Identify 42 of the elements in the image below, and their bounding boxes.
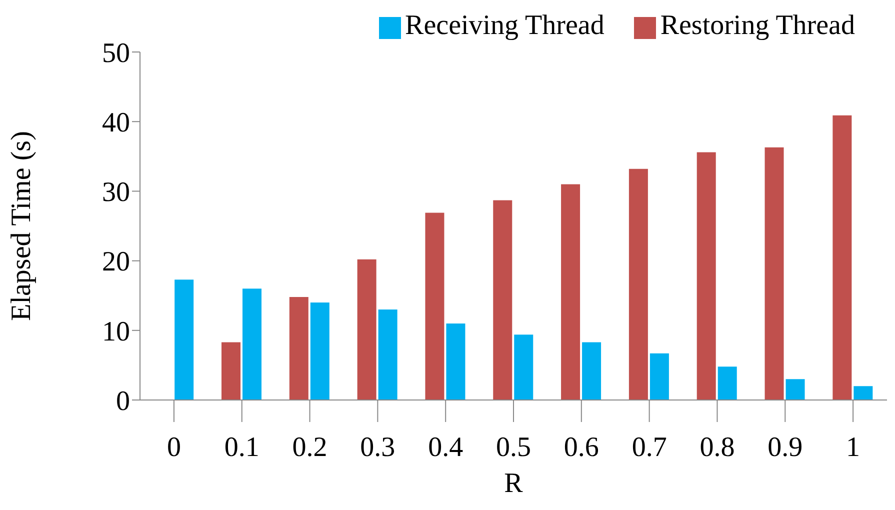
bar — [378, 310, 398, 400]
x-tick-label: 0.5 — [496, 432, 531, 463]
bar — [628, 168, 648, 400]
x-tick-label: 0.3 — [360, 432, 396, 463]
bar — [242, 288, 262, 400]
bar — [582, 342, 602, 400]
bar — [561, 184, 580, 400]
bar — [446, 323, 466, 400]
x-tick-label: 1 — [846, 432, 860, 463]
bar — [310, 302, 330, 400]
y-tick-label: 30 — [102, 177, 130, 208]
bar — [696, 152, 716, 400]
y-axis-title: Elapsed Time (s) — [6, 131, 37, 321]
bar — [832, 115, 852, 400]
x-tick-label: 0.1 — [224, 432, 260, 463]
bar — [493, 200, 512, 400]
bar — [221, 342, 240, 400]
y-tick-label: 20 — [102, 246, 130, 278]
x-axis-title: R — [504, 468, 524, 499]
bar — [514, 334, 534, 400]
bar — [764, 147, 784, 400]
x-tick-label: 0.9 — [768, 432, 803, 463]
legend-label: Restoring Thread — [660, 10, 855, 41]
bar — [854, 386, 873, 400]
bar — [718, 366, 737, 400]
y-tick-label: 40 — [102, 108, 130, 139]
y-tick-label: 0 — [116, 386, 130, 417]
bar — [786, 379, 805, 400]
x-tick-label: 0.4 — [428, 432, 464, 463]
x-tick-label: 0.7 — [632, 432, 667, 463]
legend-label: Receiving Thread — [405, 10, 604, 41]
x-tick-label: 0 — [166, 432, 181, 463]
x-tick-label: 0.6 — [564, 432, 599, 463]
y-tick-label: 10 — [102, 316, 130, 348]
y-tick-label: 50 — [102, 38, 130, 69]
bar — [425, 212, 444, 400]
bar — [650, 353, 669, 400]
x-tick-label: 0.2 — [292, 432, 328, 463]
bar — [289, 296, 308, 400]
bar — [174, 280, 194, 400]
x-tick-label: 0.8 — [700, 432, 735, 463]
bar — [357, 259, 376, 400]
